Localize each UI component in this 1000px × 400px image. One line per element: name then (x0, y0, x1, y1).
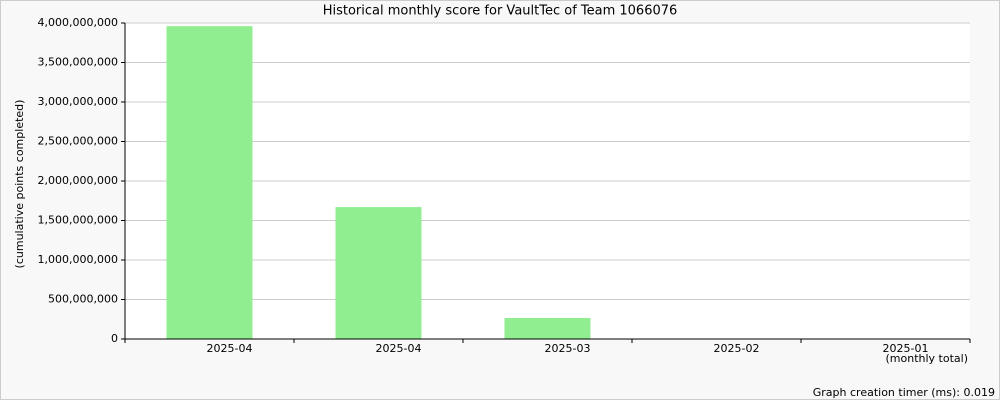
bar (504, 317, 591, 339)
y-tick-label: 2,000,000,000 (38, 174, 118, 187)
chart-title: Historical monthly score for VaultTec of… (323, 4, 678, 19)
y-tick-label: 500,000,000 (48, 293, 118, 306)
y-tick-label: 3,000,000,000 (38, 95, 118, 108)
x-axis-label: (monthly total) (886, 352, 969, 365)
y-tick-label: 2,500,000,000 (38, 135, 118, 148)
x-tick-label: 2025-02 (714, 342, 760, 355)
y-tick-label: 0 (111, 332, 118, 345)
x-tick-label: 2025-03 (545, 342, 591, 355)
y-tick-label: 4,000,000,000 (38, 16, 118, 29)
footer: Graph creation timer (ms): 0.019 (813, 386, 995, 399)
x-tick-label: 2025-01 (883, 342, 929, 355)
y-tick-label: 1,500,000,000 (38, 214, 118, 227)
bar (335, 207, 422, 339)
x-tick-label: 2025-04 (376, 342, 422, 355)
y-axis-label: (cumulative points completed) (13, 100, 26, 269)
bar (166, 26, 253, 339)
x-tick-label: 2025-04 (207, 342, 253, 355)
y-tick-label: 3,500,000,000 (38, 56, 118, 69)
y-tick-label: 1,000,000,000 (38, 253, 118, 266)
